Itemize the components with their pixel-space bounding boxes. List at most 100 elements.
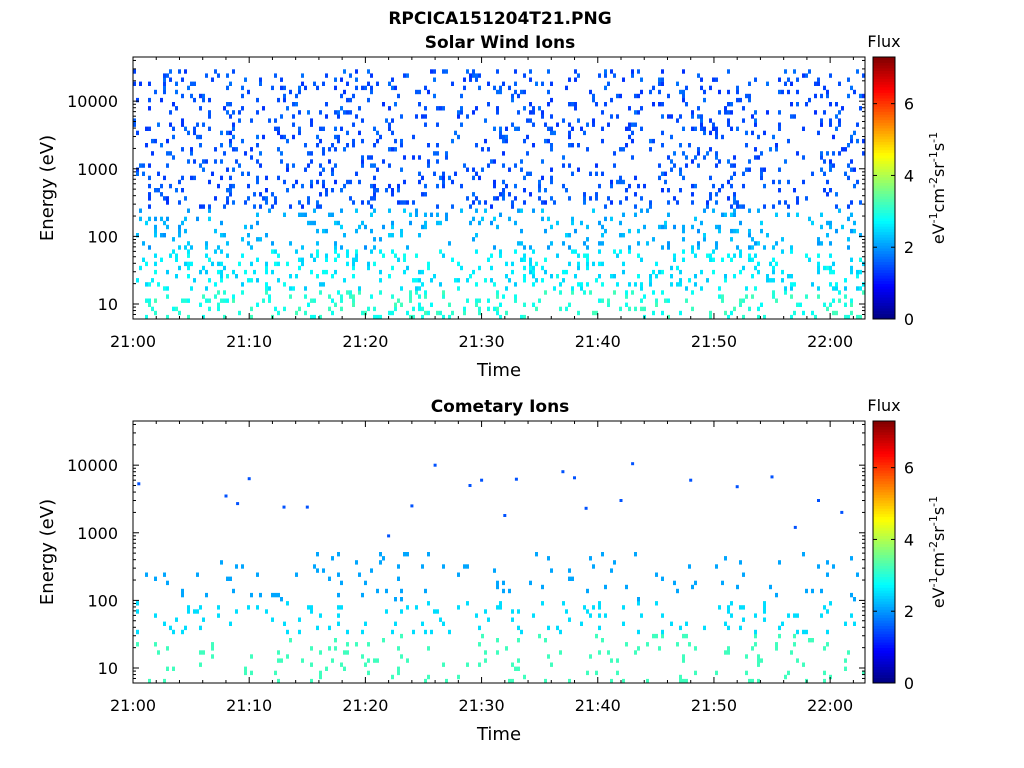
y-axis-label: Energy (eV) <box>37 135 58 241</box>
heatmap-cell <box>139 81 142 86</box>
heatmap-cell <box>373 658 376 663</box>
heatmap-cell <box>739 249 742 254</box>
heatmap-cell <box>586 253 589 258</box>
heatmap-cell <box>277 253 280 258</box>
heatmap-cell <box>241 282 244 287</box>
heatmap-cell <box>187 241 190 246</box>
heatmap-cell <box>163 220 166 226</box>
heatmap-cell <box>760 220 763 226</box>
heatmap-cell <box>502 151 505 156</box>
heatmap-cell <box>238 261 241 267</box>
heatmap-cell <box>637 253 640 258</box>
x-tick-label: 21:00 <box>110 696 156 715</box>
heatmap-cell <box>328 147 331 152</box>
heatmap-cell <box>301 261 304 267</box>
heatmap-cell <box>541 278 544 283</box>
colorbar-segment <box>873 489 895 493</box>
heatmap-cell <box>727 122 730 127</box>
heatmap-cell <box>418 155 421 160</box>
heatmap-cell <box>175 617 178 622</box>
heatmap-cell <box>436 151 439 156</box>
heatmap-cell <box>361 220 364 226</box>
heatmap-cell <box>715 134 718 140</box>
figure-title: RPCICA151204T21.PNG <box>388 9 611 29</box>
heatmap-cell <box>373 188 376 193</box>
heatmap-cell <box>226 85 229 91</box>
colorbar-segment <box>873 633 895 638</box>
heatmap-cell <box>241 290 244 295</box>
heatmap-cell <box>244 670 247 676</box>
heatmap-cell <box>373 175 376 181</box>
heatmap-cell <box>568 163 571 168</box>
heatmap-cell <box>334 77 337 82</box>
heatmap-cell <box>679 269 682 275</box>
heatmap-cell <box>208 126 211 131</box>
heatmap-cell <box>754 633 757 639</box>
heatmap-cell <box>247 233 250 238</box>
heatmap-cell <box>607 122 610 127</box>
x-tick-label: 21:50 <box>691 696 737 715</box>
heatmap-cell <box>394 597 397 602</box>
heatmap-cell <box>847 216 850 222</box>
heatmap-cell <box>760 302 763 307</box>
heatmap-cell <box>694 126 697 131</box>
heatmap-cell <box>838 81 841 86</box>
heatmap-cell <box>184 196 187 201</box>
heatmap-cell <box>274 670 277 676</box>
heatmap-cell <box>190 175 193 181</box>
heatmap-cell <box>622 621 625 626</box>
heatmap-cell <box>850 302 853 307</box>
heatmap-cell <box>739 269 742 275</box>
heatmap-cell <box>679 171 682 176</box>
heatmap-cell <box>148 192 151 197</box>
heatmap-cell <box>475 143 478 148</box>
heatmap-cell <box>430 302 433 307</box>
heatmap-cell <box>745 294 748 299</box>
colorbar-segment <box>873 261 895 265</box>
colorbar-segment <box>873 174 895 178</box>
heatmap-cell <box>475 613 478 618</box>
heatmap-cell <box>793 69 796 74</box>
heatmap-cell <box>181 188 184 193</box>
heatmap-cell <box>421 564 424 569</box>
heatmap-cell <box>589 290 592 295</box>
heatmap-cell <box>772 265 775 271</box>
heatmap-cell <box>856 122 859 127</box>
heatmap-cell <box>736 126 739 131</box>
x-tick-label: 21:10 <box>226 696 272 715</box>
heatmap-cell <box>136 167 139 172</box>
heatmap-cell <box>526 134 529 140</box>
heatmap-cell <box>502 580 505 586</box>
heatmap-cell <box>484 138 487 144</box>
heatmap-cell <box>655 302 658 307</box>
heatmap-cell <box>748 159 751 164</box>
colorbar-segment <box>873 258 895 263</box>
heatmap-cell <box>781 278 784 283</box>
heatmap-cell <box>601 241 604 246</box>
heatmap-cell <box>742 118 745 123</box>
heatmap-cell <box>739 97 742 103</box>
heatmap-cell <box>508 167 511 172</box>
heatmap-cell <box>796 200 799 205</box>
heatmap-cell <box>499 314 502 320</box>
heatmap-cell <box>232 122 235 127</box>
heatmap-cell <box>799 302 802 307</box>
heatmap-cell <box>676 265 679 271</box>
heatmap-cell <box>700 126 703 131</box>
heatmap-cell <box>523 274 526 279</box>
y-tick-label: 10 <box>98 659 118 678</box>
heatmap-cell <box>706 204 709 209</box>
colorbar-title: Flux <box>867 396 900 415</box>
heatmap-cell <box>757 261 760 267</box>
heatmap-cell <box>610 274 613 279</box>
heatmap-cell <box>403 269 406 275</box>
heatmap-cell <box>163 85 166 91</box>
heatmap-cell <box>826 609 829 614</box>
heatmap-cell <box>412 155 415 160</box>
heatmap-cell <box>724 556 727 561</box>
heatmap-cell <box>328 212 331 217</box>
x-axis-label: Time <box>476 360 521 381</box>
heatmap-cell <box>703 155 706 160</box>
heatmap-cell <box>166 294 169 299</box>
heatmap-cell <box>136 629 139 635</box>
